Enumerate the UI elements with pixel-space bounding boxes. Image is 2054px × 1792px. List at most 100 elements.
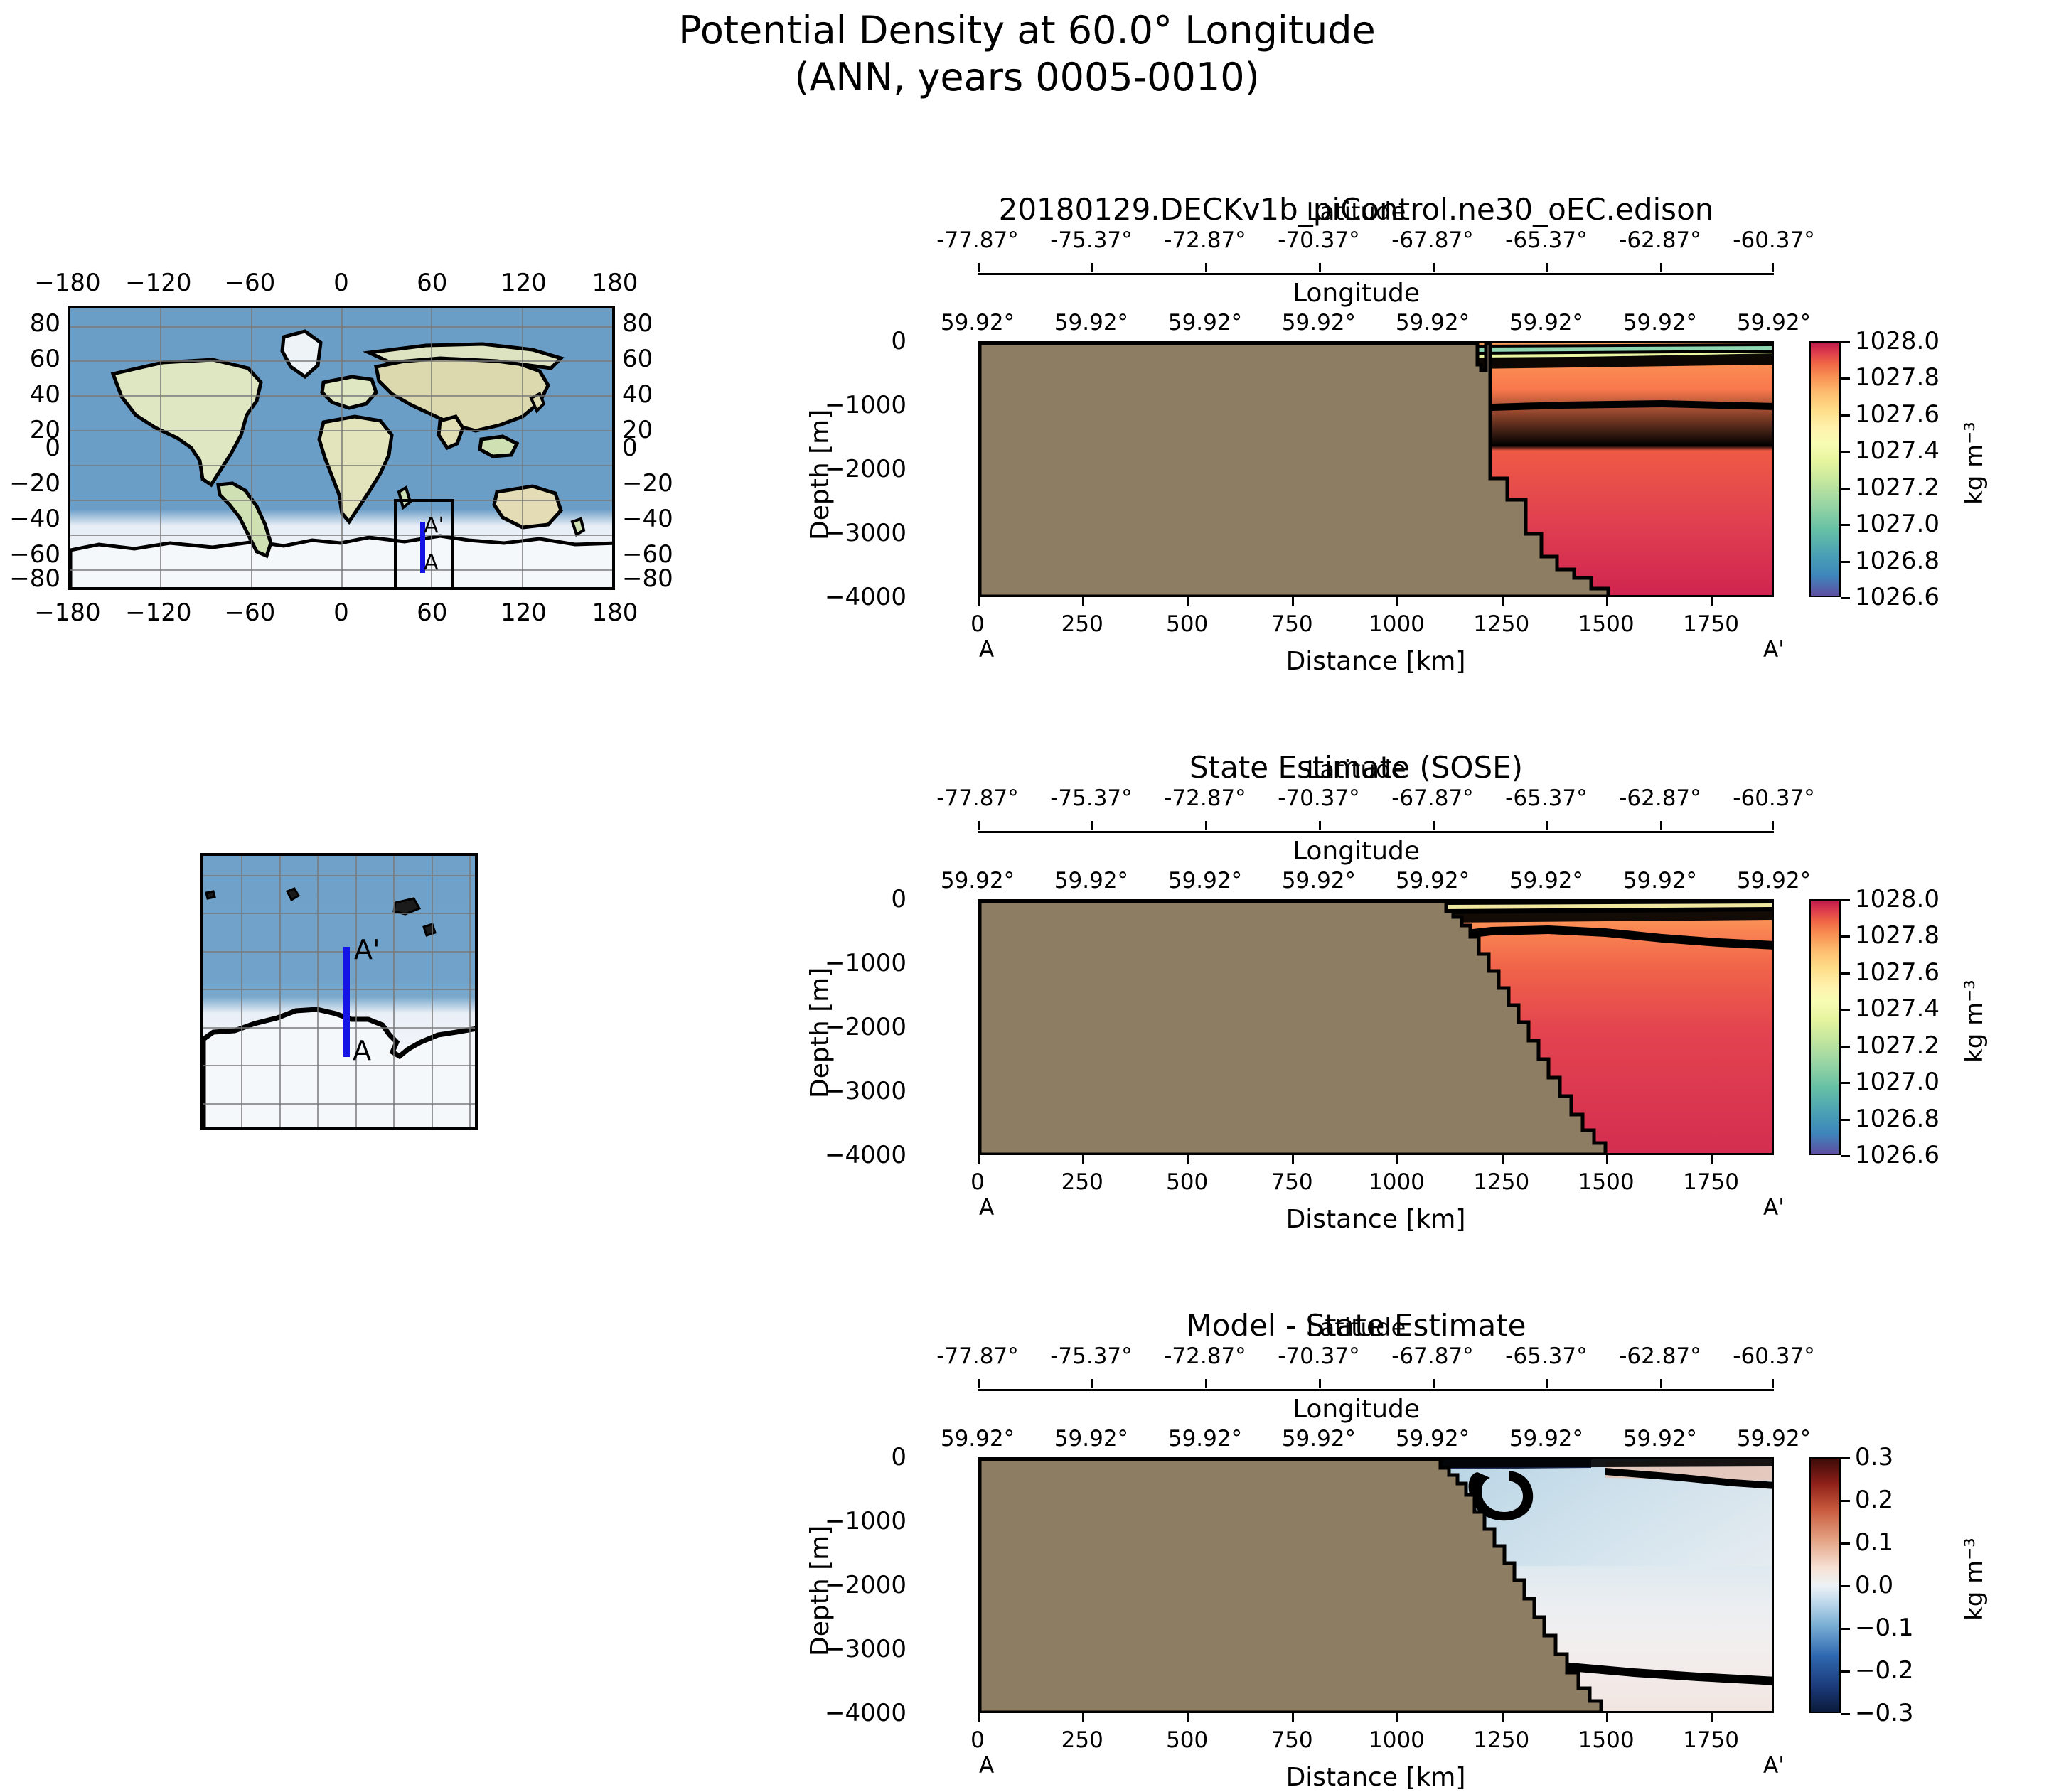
panel-top-axis-name-difference: Latitude <box>1306 1314 1406 1342</box>
plot-area-sose[interactable] <box>978 899 1774 1155</box>
transect-start-sose: A <box>979 1195 995 1220</box>
world-ytick-r-8: −80 <box>622 564 673 593</box>
region-map-frame[interactable]: A' A <box>200 853 478 1130</box>
world-tick-bot-4: 60 <box>417 599 448 627</box>
world-tick-top-1: −120 <box>125 269 192 297</box>
panel-top-axis-name-sose: Latitude <box>1306 756 1406 784</box>
dist-tick-d-2: 500 <box>1166 1727 1209 1753</box>
cb-tick-d-6: −0.3 <box>1855 1699 1914 1727</box>
depth-tick-s-2: −2000 <box>824 1013 906 1041</box>
world-ytick-l-4: 0 <box>45 434 60 462</box>
panel-title-difference: Model - State Estimate <box>1186 1308 1526 1343</box>
dist-tick-s-4: 1000 <box>1369 1169 1425 1195</box>
cb-tick-s-3: 1027.4 <box>1855 994 1940 1024</box>
distance-ticks-difference: 0 250 500 750 1000 1250 1500 1750 A A' <box>970 1713 1785 1778</box>
lon-tick-m-7: 59.92° <box>1736 310 1812 336</box>
cb-tick-m-0: 1028.0 <box>1855 327 1940 355</box>
dist-tick-m-4: 1000 <box>1369 611 1425 637</box>
region-graticule-h-3 <box>203 950 475 953</box>
lon-tick-s-3: 59.92° <box>1281 868 1357 894</box>
world-tick-bot-3: 0 <box>333 599 349 627</box>
dist-tick-s-2: 500 <box>1166 1169 1209 1195</box>
world-graticule-h-2 <box>70 360 612 363</box>
lon-tick-d-6: 59.92° <box>1622 1426 1698 1452</box>
depth-tick-s-0: 0 <box>891 885 906 913</box>
world-ytick-r-2: 40 <box>622 380 653 409</box>
region-inset-box[interactable] <box>394 499 454 587</box>
world-map-frame[interactable]: A' A <box>68 306 615 590</box>
colorbar-gradient-sose[interactable] <box>1809 899 1841 1155</box>
depth-tick-d-4: −4000 <box>824 1699 906 1727</box>
world-tick-top-4: 60 <box>417 269 448 297</box>
region-graticule-v-5 <box>393 856 395 1127</box>
world-map-landmasses <box>70 329 612 587</box>
transect-end-difference: A' <box>1763 1753 1785 1778</box>
world-graticule-v-2 <box>250 308 252 587</box>
world-graticule-v-5 <box>521 308 523 587</box>
world-ytick-r-0: 80 <box>622 309 653 338</box>
lat-tick-m-2: -72.87° <box>1164 227 1246 253</box>
lat-tick-s-4: -67.87° <box>1391 785 1474 811</box>
world-transect-start-label: A <box>424 550 439 575</box>
depth-tick-m-2: −2000 <box>824 455 906 483</box>
lat-tick-s-1: -75.37° <box>1050 785 1133 811</box>
world-tick-top-5: 120 <box>500 269 547 297</box>
cb-tick-s-5: 1027.0 <box>1855 1068 1940 1097</box>
depth-tick-m-4: −4000 <box>824 583 906 611</box>
lat-tick-d-0: -77.87° <box>936 1343 1019 1369</box>
world-ytick-r-6: −40 <box>622 505 673 533</box>
region-transect-end-label: A' <box>354 934 380 965</box>
dist-tick-d-1: 250 <box>1061 1727 1103 1753</box>
cb-tick-m-2: 1027.6 <box>1855 399 1940 429</box>
cb-tick-d-4: −0.1 <box>1855 1613 1914 1642</box>
colorbar-difference: 0.3 0.2 0.1 0.0 −0.1 −0.2 −0.3 kg m⁻³ <box>1809 1443 1989 1727</box>
lon-tick-s-6: 59.92° <box>1622 868 1698 894</box>
region-graticule-h-7 <box>203 1102 475 1105</box>
lon-tick-d-7: 59.92° <box>1736 1426 1812 1452</box>
panel-second-axis-name-model: Longitude <box>1292 279 1421 308</box>
dist-tick-d-0: 0 <box>970 1727 985 1753</box>
colorbar-model: 1028.0 1027.8 1027.6 1027.4 1027.2 1027.… <box>1809 327 1989 611</box>
region-graticule-h-6 <box>203 1065 475 1067</box>
lat-tick-m-6: -62.87° <box>1619 227 1701 253</box>
colorbar-gradient-difference[interactable] <box>1809 1457 1841 1713</box>
world-transect-end-label: A' <box>424 513 444 538</box>
lat-ticks-sose: -77.87° -75.37° -72.87° -70.37° -67.87° … <box>936 785 1814 814</box>
colorbar-gradient-model[interactable] <box>1809 341 1841 597</box>
lat-tick-s-5: -65.37° <box>1505 785 1588 811</box>
depth-ticks-difference: 0 −1000 −2000 −3000 −4000 <box>825 1443 906 1727</box>
lat-tick-d-5: -65.37° <box>1505 1343 1588 1369</box>
world-ytick-l-1: 60 <box>29 344 60 373</box>
depth-ticks-model: 0 −1000 −2000 −3000 −4000 <box>825 327 906 611</box>
world-map-yticks-right: 80 60 40 20 0 −20 −40 −60 −80 <box>622 306 673 593</box>
lon-tick-m-4: 59.92° <box>1395 310 1470 336</box>
lon-tick-m-5: 59.92° <box>1509 310 1584 336</box>
region-graticule-v-1 <box>241 856 243 1127</box>
cb-tick-s-0: 1028.0 <box>1855 885 1940 913</box>
panel-title-model: 20180129.DECKv1b_piControl.ne30_oEC.edis… <box>998 192 1714 227</box>
region-graticule-h-2 <box>203 913 475 915</box>
distance-axis-name-difference: Distance [km] <box>1285 1763 1466 1792</box>
figure-title-line2: (ANN, years 0005-0010) <box>794 54 1260 100</box>
lon-tick-s-0: 59.92° <box>940 868 1015 894</box>
dist-tick-d-5: 1250 <box>1473 1727 1530 1753</box>
plot-area-model[interactable] <box>978 341 1774 597</box>
cb-tick-s-6: 1026.8 <box>1855 1104 1940 1133</box>
lon-tick-m-2: 59.92° <box>1167 310 1243 336</box>
world-graticule-v-3 <box>341 308 343 587</box>
plot-area-difference[interactable] <box>978 1457 1774 1713</box>
cb-tick-s-1: 1027.8 <box>1855 921 1940 950</box>
lat-spine-model <box>978 263 1774 275</box>
distance-ticks-model: 0 250 500 750 1000 1250 1500 1750 A A' <box>970 597 1785 662</box>
world-map-yticks-left: 80 60 40 20 0 −20 −40 −60 −80 <box>9 306 60 593</box>
world-ytick-l-7: −60 <box>9 540 60 569</box>
lat-tick-d-2: -72.87° <box>1164 1343 1246 1369</box>
depth-tick-s-3: −3000 <box>824 1077 906 1105</box>
depth-tick-m-0: 0 <box>891 327 906 355</box>
lon-tick-s-4: 59.92° <box>1395 868 1470 894</box>
dist-tick-m-2: 500 <box>1166 611 1209 637</box>
lat-tick-d-7: -60.37° <box>1733 1343 1815 1369</box>
cb-tick-d-2: 0.1 <box>1855 1528 1894 1557</box>
lon-tick-d-3: 59.92° <box>1281 1426 1357 1452</box>
world-ytick-l-5: −20 <box>9 469 60 498</box>
